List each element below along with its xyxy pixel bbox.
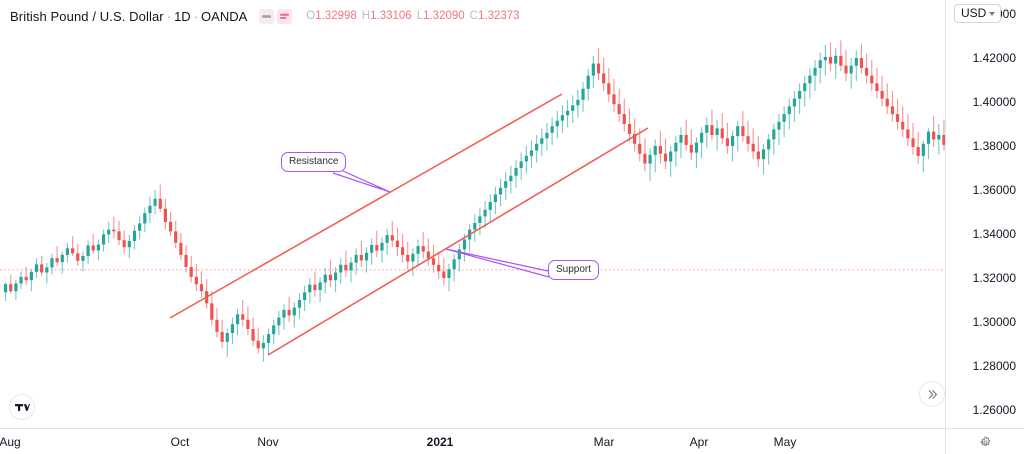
price-tick-1.34000: 1.34000 <box>972 227 1016 241</box>
ohlc-values: O 1.32998 H 1.33106 L 1.32090 C 1.32373 <box>306 10 519 22</box>
gear-icon <box>980 436 990 446</box>
ohlc-open: O 1.32998 <box>306 10 357 22</box>
candles-layer <box>3 40 945 362</box>
chevron-down-icon <box>989 11 996 16</box>
tradingview-logo-icon <box>14 403 30 411</box>
ohlc-open-value: 1.32998 <box>315 10 357 22</box>
price-tick-1.36000: 1.36000 <box>972 183 1016 197</box>
support-trendline[interactable] <box>267 127 649 356</box>
price-tick-1.30000: 1.30000 <box>972 315 1016 329</box>
chart-settings-button[interactable] <box>945 429 1024 454</box>
legend-buttons <box>259 8 293 24</box>
price-tick-1.38000: 1.38000 <box>972 139 1016 153</box>
price-tick-1.42000: 1.42000 <box>972 51 1016 65</box>
time-tick-Mar: Mar <box>593 435 615 449</box>
currency-label: USD <box>961 6 987 20</box>
annotation-resistance-label[interactable]: Resistance <box>281 152 347 172</box>
ohlc-high-key: H <box>361 10 371 22</box>
time-tick-May: May <box>773 435 797 449</box>
ohlc-high-value: 1.33106 <box>370 10 412 22</box>
resistance-trendline[interactable] <box>169 93 563 319</box>
annotation-leader-lines <box>332 170 550 278</box>
chart-legend: British Pound / U.S. Dollar · 1D · OANDA… <box>10 6 520 26</box>
legend-separator-2: · <box>193 8 199 24</box>
time-axis[interactable]: Aug Oct Nov 2021 Mar Apr May <box>0 428 1024 454</box>
tradingview-logo-button[interactable] <box>9 394 35 420</box>
scroll-to-realtime-button[interactable] <box>919 381 945 407</box>
time-tick-Apr: Apr <box>689 435 709 449</box>
trendlines-layer[interactable] <box>169 93 649 356</box>
legend-separator-1: · <box>166 8 172 24</box>
ohlc-close-key: C <box>469 10 478 22</box>
chart-interval[interactable]: 1D <box>174 8 191 24</box>
candlestick-series <box>0 40 945 362</box>
ohlc-open-key: O <box>306 10 316 22</box>
price-tick-1.28000: 1.28000 <box>972 359 1016 373</box>
symbol-name[interactable]: British Pound / U.S. Dollar <box>10 8 164 24</box>
exchange-name[interactable]: OANDA <box>201 8 248 24</box>
indicator-icon[interactable] <box>277 8 293 24</box>
bar-style-icon[interactable] <box>259 8 275 24</box>
ohlc-low-key: L <box>416 10 424 22</box>
chart-plot-area[interactable] <box>0 0 945 428</box>
price-axis[interactable]: USD 1.440001.420001.400001.380001.360001… <box>945 0 1024 428</box>
time-tick-Aug: Aug <box>0 435 21 449</box>
time-tick-2021: 2021 <box>426 435 454 449</box>
ohlc-high: H 1.33106 <box>362 10 412 22</box>
price-tick-1.40000: 1.40000 <box>972 95 1016 109</box>
time-tick-Nov: Nov <box>257 435 279 449</box>
ohlc-low-value: 1.32090 <box>423 10 465 22</box>
ohlc-close: C 1.32373 <box>470 10 520 22</box>
time-tick-Oct: Oct <box>170 435 190 449</box>
annotation-support-label[interactable]: Support <box>548 260 600 280</box>
price-tick-1.26000: 1.26000 <box>972 403 1016 417</box>
double-chevron-right-icon <box>928 389 937 399</box>
currency-selector[interactable]: USD <box>954 4 1002 23</box>
price-tick-1.32000: 1.32000 <box>972 271 1016 285</box>
ohlc-close-value: 1.32373 <box>477 10 520 22</box>
ohlc-low: L 1.32090 <box>417 10 465 22</box>
